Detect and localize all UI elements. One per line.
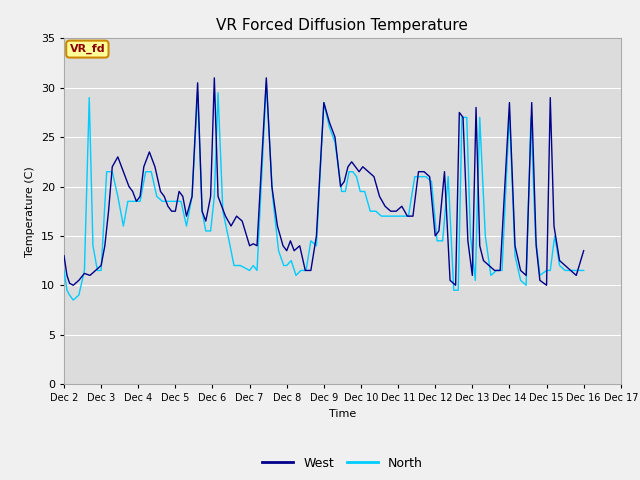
North xyxy=(580,267,588,273)
North xyxy=(60,267,68,273)
Bar xyxy=(64,88,621,315)
North xyxy=(69,297,77,303)
Text: VR_fd: VR_fd xyxy=(70,44,105,54)
North xyxy=(198,208,206,214)
North xyxy=(262,80,270,86)
West xyxy=(136,193,144,199)
West xyxy=(580,248,588,253)
West xyxy=(296,243,303,249)
North xyxy=(551,233,559,239)
North xyxy=(527,115,535,120)
North xyxy=(361,189,369,194)
West xyxy=(69,282,77,288)
West xyxy=(472,105,480,110)
North xyxy=(543,267,550,273)
West xyxy=(522,273,530,278)
West xyxy=(114,154,122,160)
X-axis label: Time: Time xyxy=(329,408,356,419)
North xyxy=(536,273,544,278)
Title: VR Forced Diffusion Temperature: VR Forced Diffusion Temperature xyxy=(216,18,468,33)
West xyxy=(60,253,68,259)
West xyxy=(511,243,519,249)
Line: West: West xyxy=(64,78,584,285)
West xyxy=(211,75,218,81)
Legend: West, North: West, North xyxy=(257,452,428,475)
Y-axis label: Temperature (C): Temperature (C) xyxy=(26,166,35,257)
Line: North: North xyxy=(64,83,584,300)
